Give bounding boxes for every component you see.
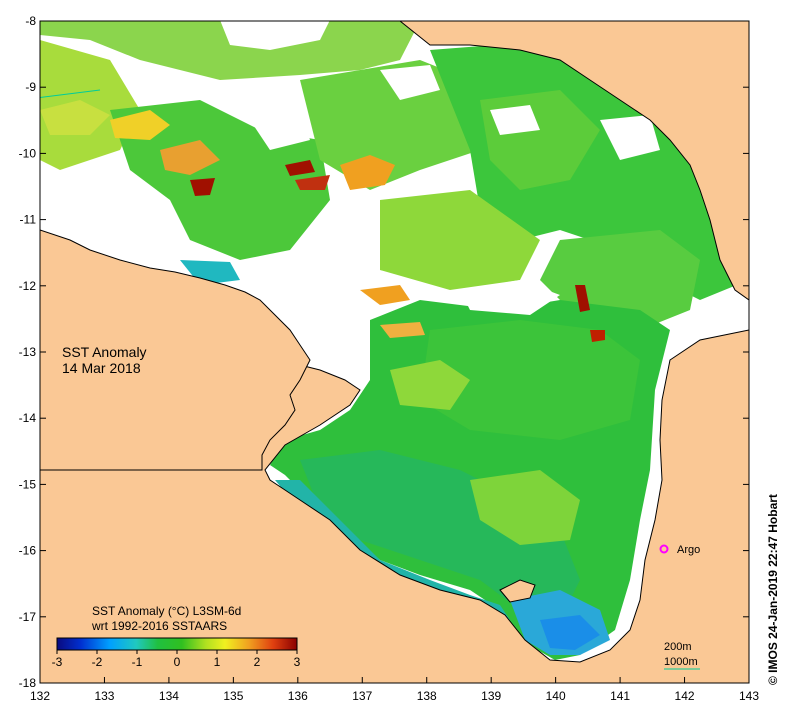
x-tick-label: 138 (417, 689, 437, 703)
y-tick-label: -18 (19, 676, 37, 690)
colorbar-tick-label: 0 (174, 655, 181, 669)
x-tick-label: 132 (30, 689, 50, 703)
land (40, 21, 749, 683)
y-tick-label: -17 (19, 610, 37, 624)
argo-float-marker (659, 544, 669, 554)
x-tick-label: 140 (546, 689, 566, 703)
colorbar-tick-label: -2 (92, 655, 103, 669)
sst-data-field (40, 21, 749, 660)
colorbar-tick-label: 3 (294, 655, 301, 669)
colorbar-gradient (56, 637, 298, 651)
y-tick-label: -14 (19, 411, 37, 425)
y-tick-label: -10 (19, 146, 37, 160)
x-tick-label: 141 (610, 689, 630, 703)
argo-label: Argo (677, 544, 700, 556)
colorbar-ticks: -3 -2 -1 0 1 2 3 (52, 650, 301, 669)
colorbar-tick-label: 1 (214, 655, 221, 669)
x-tick-label: 136 (288, 689, 308, 703)
y-tick-label: -9 (25, 80, 36, 94)
x-tick-label: 143 (739, 689, 759, 703)
y-tick-label: -11 (20, 213, 37, 227)
colorbar-title-line2: wrt 1992-2016 SSTAARS (91, 619, 227, 633)
map-title: SST Anomaly (62, 344, 147, 360)
colorbar: SST Anomaly (°C) L3SM-6d wrt 1992-2016 S… (52, 604, 301, 669)
y-tick-label: -16 (19, 544, 37, 558)
x-tick-label: 133 (94, 689, 114, 703)
colorbar-title-line1: SST Anomaly (°C) L3SM-6d (92, 604, 241, 618)
y-axis: -8-9-10-11-12-13-14-15-16-17-18 (19, 14, 749, 690)
x-tick-label: 134 (159, 689, 179, 703)
x-tick-label: 135 (223, 689, 243, 703)
mornington-island (499, 579, 536, 603)
y-tick-label: -8 (25, 14, 36, 28)
y-tick-label: -13 (19, 345, 37, 359)
contour-1000-label: 1000m (664, 656, 698, 668)
credit-text: © IMOS 24-Jan-2019 22:47 Hobart (766, 494, 780, 685)
x-tick-label: 139 (481, 689, 501, 703)
land-arnhem (40, 229, 311, 471)
colorbar-tick-label: -3 (52, 655, 63, 669)
contour-200-label: 200m (664, 641, 692, 653)
land-new-guinea (399, 21, 749, 301)
x-axis: 132 133 134 135 136 137 138 139 140 141 142 143 (30, 677, 759, 703)
map-date: 14 Mar 2018 (62, 360, 141, 376)
colorbar-tick-label: 2 (254, 655, 261, 669)
colorbar-tick-label: -1 (132, 655, 143, 669)
y-tick-label: -15 (19, 477, 37, 491)
y-tick-label: -12 (19, 279, 37, 293)
contour-1000m (40, 89, 101, 99)
x-tick-label: 142 (675, 689, 695, 703)
x-tick-label: 137 (352, 689, 372, 703)
